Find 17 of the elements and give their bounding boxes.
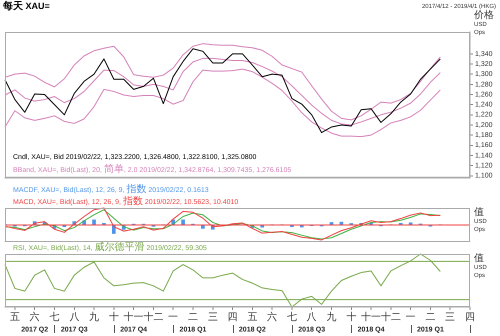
x-tick-label: 七	[286, 310, 297, 323]
x-tick-label: 四	[465, 312, 475, 323]
x-tick-label: 六	[267, 310, 278, 323]
x-tick-label: 九	[89, 310, 100, 323]
x-tick-label: 十	[108, 310, 119, 323]
x-tick-label: 十二	[143, 310, 164, 323]
x-tick-label: 五	[10, 312, 20, 323]
x-tick-label: 十二	[380, 310, 401, 323]
chart-title: 每天 XAU=	[3, 0, 50, 13]
x-tick-label: 三	[445, 312, 456, 323]
x-tick-label: 九	[326, 310, 336, 323]
x-tick-label: 七	[49, 310, 60, 323]
x-tick-label: 三	[208, 312, 218, 323]
x-tick-label: 一	[406, 312, 416, 323]
x-tick-label: 十	[346, 310, 356, 323]
x-tick-label: 四	[228, 312, 238, 323]
x-tick-label: 一	[168, 312, 178, 323]
